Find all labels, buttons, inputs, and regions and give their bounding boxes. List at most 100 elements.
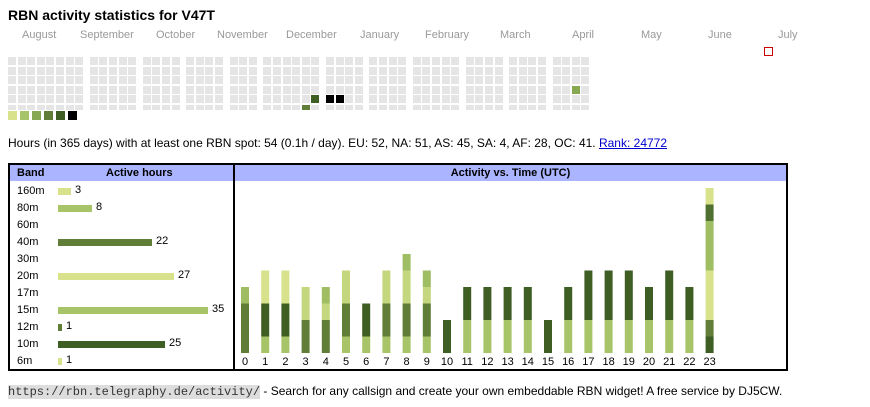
calendar-day — [283, 57, 291, 65]
calendar-day — [249, 95, 257, 103]
footer-url[interactable]: https://rbn.telegraphy.de/activity/ — [8, 385, 261, 399]
activity-bar-segment — [402, 303, 411, 337]
band-bar — [58, 205, 92, 212]
calendar-day — [162, 86, 170, 94]
band-name: 30m — [17, 253, 39, 265]
calendar-day — [422, 76, 430, 84]
calendar-day — [75, 105, 83, 110]
calendar-day — [196, 76, 204, 84]
calendar-day — [562, 76, 570, 84]
calendar-day — [56, 57, 64, 65]
activity-bar-segment — [362, 303, 371, 337]
activity-bar-segment — [321, 303, 330, 320]
calendar-day — [572, 57, 580, 65]
band-name: 160m — [17, 185, 45, 197]
calendar-day — [485, 105, 493, 110]
calendar-day — [413, 95, 421, 103]
calendar-day — [215, 67, 223, 75]
band-row: 17m — [10, 285, 233, 302]
calendar-day — [46, 86, 54, 94]
calendar-day — [495, 57, 503, 65]
activity-chart-panel: Activity vs. Time (UTC) 0 1 2 3 4 5 6 7 8 9 10 11 12… — [233, 163, 788, 371]
band-hours: 27 — [178, 269, 191, 281]
calendar-day — [345, 95, 353, 103]
calendar-day — [273, 86, 281, 94]
footer: https://rbn.telegraphy.de/activity/ - Se… — [8, 384, 782, 399]
calendar-day — [56, 86, 64, 94]
calendar-day — [186, 76, 194, 84]
calendar-day — [311, 76, 319, 84]
calendar-day — [162, 95, 170, 103]
calendar-day — [553, 95, 561, 103]
calendar-day — [119, 105, 127, 110]
calendar-day — [442, 57, 450, 65]
calendar-day — [389, 76, 397, 84]
calendar-day — [273, 67, 281, 75]
hour-tick-label: 13 — [501, 356, 513, 368]
activity-bar-segment — [705, 336, 714, 353]
calendar-day — [422, 95, 430, 103]
activity-bar-segment — [402, 254, 411, 271]
calendar-day — [152, 86, 160, 94]
calendar-day — [519, 57, 527, 65]
calendar-day — [172, 95, 180, 103]
rank-link[interactable]: Rank: 24772 — [598, 136, 668, 150]
calendar-day — [509, 76, 517, 84]
calendar-day — [311, 67, 319, 75]
hour-tick-label: 7 — [383, 356, 389, 368]
calendar-day — [389, 95, 397, 103]
band-bar — [58, 273, 174, 280]
calendar-day — [442, 95, 450, 103]
activity-bar-segment — [564, 287, 573, 320]
activity-bar-segment — [584, 320, 593, 353]
activity-bar-segment — [544, 320, 552, 353]
calendar-day — [292, 76, 300, 84]
calendar-day — [143, 95, 151, 103]
band-name: 60m — [17, 219, 39, 231]
band-name: 10m — [17, 338, 39, 350]
calendar-day — [128, 86, 136, 94]
calendar-day — [509, 67, 517, 75]
calendar-day — [292, 57, 300, 65]
activity-bar-segment — [402, 336, 411, 353]
calendar-day — [485, 95, 493, 103]
activity-bar-segment — [523, 320, 532, 353]
calendar-day — [466, 86, 474, 94]
calendar-day — [119, 67, 127, 75]
calendar-day — [18, 86, 26, 94]
calendar-day — [143, 76, 151, 84]
legend-swatch — [44, 111, 53, 120]
calendar-day — [239, 76, 247, 84]
calendar-day — [398, 67, 406, 75]
calendar-day — [336, 95, 344, 103]
calendar-day — [379, 105, 387, 110]
calendar-day — [466, 105, 474, 110]
calendar-day — [475, 76, 483, 84]
calendar-day — [75, 86, 83, 94]
calendar-day — [205, 76, 213, 84]
calendar-day — [553, 76, 561, 84]
band-hours: 22 — [156, 235, 169, 247]
calendar-day — [56, 76, 64, 84]
calendar-day — [90, 86, 98, 94]
calendar-day — [109, 76, 117, 84]
calendar-day — [128, 76, 136, 84]
calendar-day — [562, 105, 570, 110]
calendar-day — [66, 105, 74, 110]
calendar-day — [215, 105, 223, 110]
activity-bar-segment — [382, 270, 391, 304]
calendar-day — [230, 67, 238, 75]
activity-bar-segment — [342, 270, 350, 304]
calendar-day — [355, 105, 363, 110]
calendar-day — [292, 67, 300, 75]
activity-bar-segment — [705, 270, 714, 320]
calendar-day — [336, 86, 344, 94]
band-row: 40m 22 — [10, 234, 233, 251]
calendar-day — [27, 67, 35, 75]
calendar-day — [230, 105, 238, 110]
calendar-day — [143, 57, 151, 65]
calendar-day — [326, 67, 334, 75]
calendar-day — [562, 95, 570, 103]
calendar-day — [345, 86, 353, 94]
calendar-day — [119, 76, 127, 84]
